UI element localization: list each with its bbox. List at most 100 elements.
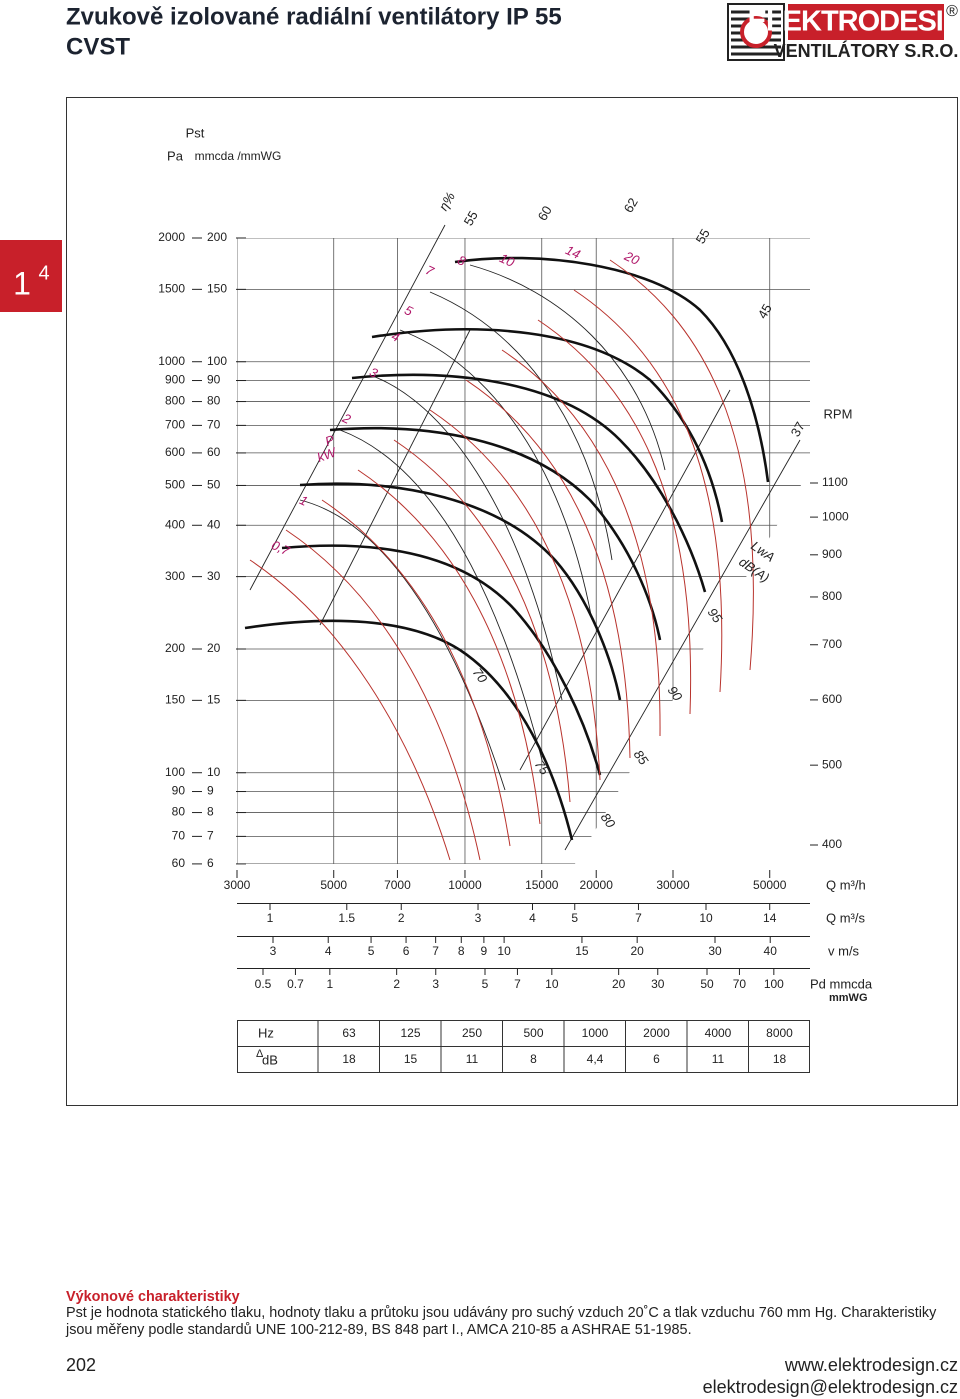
table-hz: 500 <box>523 1026 543 1040</box>
mm-tick-label: 100 <box>207 354 227 368</box>
table-db: 15 <box>404 1052 418 1066</box>
x-tick-label: 10000 <box>448 878 482 892</box>
pa-tick-label: 70 <box>172 829 186 843</box>
website: www.elektrodesign.cz <box>784 1355 958 1375</box>
rpm-tick-label: 1100 <box>822 475 848 489</box>
correction-table <box>237 1020 810 1073</box>
x-tick-label: 100 <box>764 977 784 991</box>
table-db: 11 <box>712 1052 725 1066</box>
x-tick-label: 2 <box>393 977 400 991</box>
power-value: 10 <box>497 250 517 270</box>
mm-tick-label: 15 <box>207 693 221 707</box>
pa-tick-label: 300 <box>165 569 185 583</box>
table-hz: 8000 <box>766 1026 793 1040</box>
power-curve <box>393 439 571 803</box>
mm-tick-label: 60 <box>207 445 221 459</box>
x-tick-label: 40 <box>764 944 778 958</box>
email: elektrodesign@elektrodesign.cz <box>703 1377 958 1397</box>
title: CVST <box>66 33 130 60</box>
mm-tick-label: 40 <box>207 517 221 531</box>
x-tick-label: 7 <box>432 944 439 958</box>
rpm-label: RPM <box>824 406 853 421</box>
pa-tick-label: 1000 <box>158 354 185 368</box>
x-tick-label: 1 <box>326 977 333 991</box>
rpm-tick-label: 500 <box>822 757 842 771</box>
efficiency-value: 55 <box>461 208 481 228</box>
power-curve <box>285 529 481 861</box>
x-tick-label: 0.7 <box>287 977 304 991</box>
x-tick-label: 7 <box>635 911 642 925</box>
pa-tick-label: 600 <box>165 445 185 459</box>
x-tick-label: 5000 <box>320 878 347 892</box>
table-hz: 63 <box>342 1026 356 1040</box>
x-tick-label: 4 <box>325 944 332 958</box>
pa-tick-label: 150 <box>165 693 185 707</box>
x-tick-label: 15000 <box>525 878 559 892</box>
x-tick-label: 9 <box>481 944 488 958</box>
mm-label: mmcda /mmWG <box>195 149 282 163</box>
pa-tick-label: 90 <box>172 784 186 798</box>
logo-sub: VENTILÁTORY S.R.O. <box>774 40 959 61</box>
rpm-tick-label: 900 <box>822 547 842 561</box>
power-value: 4 <box>389 328 402 345</box>
power-value: 14 <box>563 242 582 262</box>
table-hz: 125 <box>400 1026 420 1040</box>
pa-tick-label: 800 <box>165 394 185 408</box>
logo-mark: ® <box>946 3 958 20</box>
axis-unit: Q m³/h <box>826 877 866 892</box>
sound-value: 75 <box>532 757 553 778</box>
page-number: 202 <box>66 1355 96 1375</box>
x-tick-label: 0.5 <box>255 977 272 991</box>
x-tick-label: 70 <box>733 977 747 991</box>
power-unit: kW <box>315 444 339 465</box>
table-db: 8 <box>530 1052 537 1066</box>
axis-unit: mmWG <box>829 992 868 1004</box>
pa-tick-label: 700 <box>165 418 185 432</box>
x-tick-label: 14 <box>763 911 777 925</box>
table-hz: 2000 <box>643 1026 670 1040</box>
mm-tick-label: 30 <box>207 569 221 583</box>
x-tick-label: 2 <box>398 911 405 925</box>
power-curve <box>501 349 661 737</box>
x-tick-label: 5 <box>482 977 489 991</box>
mm-tick-label: 6 <box>207 856 214 870</box>
x-tick-label: 20 <box>630 944 644 958</box>
power-curve <box>609 259 754 671</box>
x-tick-label: 8 <box>458 944 465 958</box>
table-hz: 4000 <box>705 1026 732 1040</box>
power-value: 0,7 <box>269 537 292 559</box>
x-tick-label: 7 <box>514 977 521 991</box>
x-tick-label: 30 <box>708 944 722 958</box>
mm-tick-label: 90 <box>207 373 221 387</box>
x-tick-label: 3 <box>270 944 277 958</box>
rpm-tick-label: 600 <box>822 692 842 706</box>
mm-tick-label: 9 <box>207 784 214 798</box>
x-tick-label: 10 <box>497 944 511 958</box>
table-db: 11 <box>466 1052 479 1066</box>
mm-tick-label: 7 <box>207 829 214 843</box>
pa-tick-label: 1500 <box>158 282 185 296</box>
efficiency-value: 45 <box>755 301 775 321</box>
efficiency-value: 60 <box>535 203 555 223</box>
table-db: 6 <box>653 1052 660 1066</box>
x-tick-label: 10 <box>699 911 713 925</box>
x-tick-label: 5 <box>368 944 375 958</box>
rpm-tick-label: 800 <box>822 589 842 603</box>
rpm-tick-label: 1000 <box>822 509 849 523</box>
axis-unit: Pd mmcda <box>810 976 873 991</box>
mm-tick-label: 70 <box>207 418 221 432</box>
x-tick-label: 3 <box>475 911 482 925</box>
table-delta: Δ <box>256 1048 264 1060</box>
logo-box <box>788 4 944 40</box>
power-value: 7 <box>423 262 437 279</box>
sound-value: 70 <box>470 665 491 686</box>
mm-tick-label: 200 <box>207 230 227 244</box>
rpm-tick-label: 400 <box>822 837 842 851</box>
axis-unit: v m/s <box>828 943 860 958</box>
x-tick-label: 20000 <box>580 878 614 892</box>
table-db: 18 <box>773 1052 787 1066</box>
tab-number: 1 <box>13 265 31 301</box>
efficiency-label: η% <box>436 189 458 213</box>
power-curve <box>249 559 451 861</box>
